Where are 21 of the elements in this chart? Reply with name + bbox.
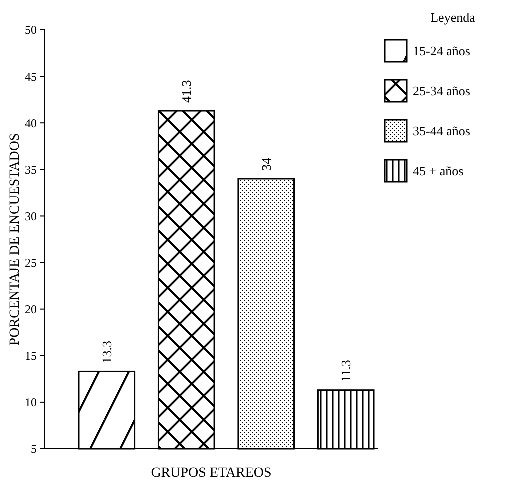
y-tick-label: 10 <box>25 396 37 410</box>
y-tick-label: 20 <box>25 302 37 317</box>
y-tick-label: 25 <box>25 256 37 270</box>
y-tick-label: 50 <box>25 23 37 38</box>
y-tick-label: 40 <box>25 116 37 130</box>
legend-label: 45 + años <box>413 164 464 179</box>
legend-label: 25-34 años <box>413 84 470 99</box>
y-tick-label: 5 <box>31 442 37 456</box>
data-label: 13.3 <box>99 340 114 364</box>
data-label: 41.3 <box>179 80 194 104</box>
y-tick-label: 45 <box>25 70 37 84</box>
legend-label: 15-24 años <box>413 44 470 59</box>
y-axis-title: PORCENTAJE DE ENCUESTADOS <box>8 133 23 346</box>
data-label: 11.3 <box>338 360 354 382</box>
legend-title: Leyenda <box>430 10 476 25</box>
y-tick-label: 35 <box>25 162 37 177</box>
legend-label: 35-44 años <box>413 124 470 139</box>
x-axis-title: GRUPOS ETAREOS <box>151 466 272 481</box>
y-tick-label: 15 <box>25 349 37 364</box>
data-label: 34 <box>258 157 274 171</box>
y-tick-label: 30 <box>25 209 37 224</box>
